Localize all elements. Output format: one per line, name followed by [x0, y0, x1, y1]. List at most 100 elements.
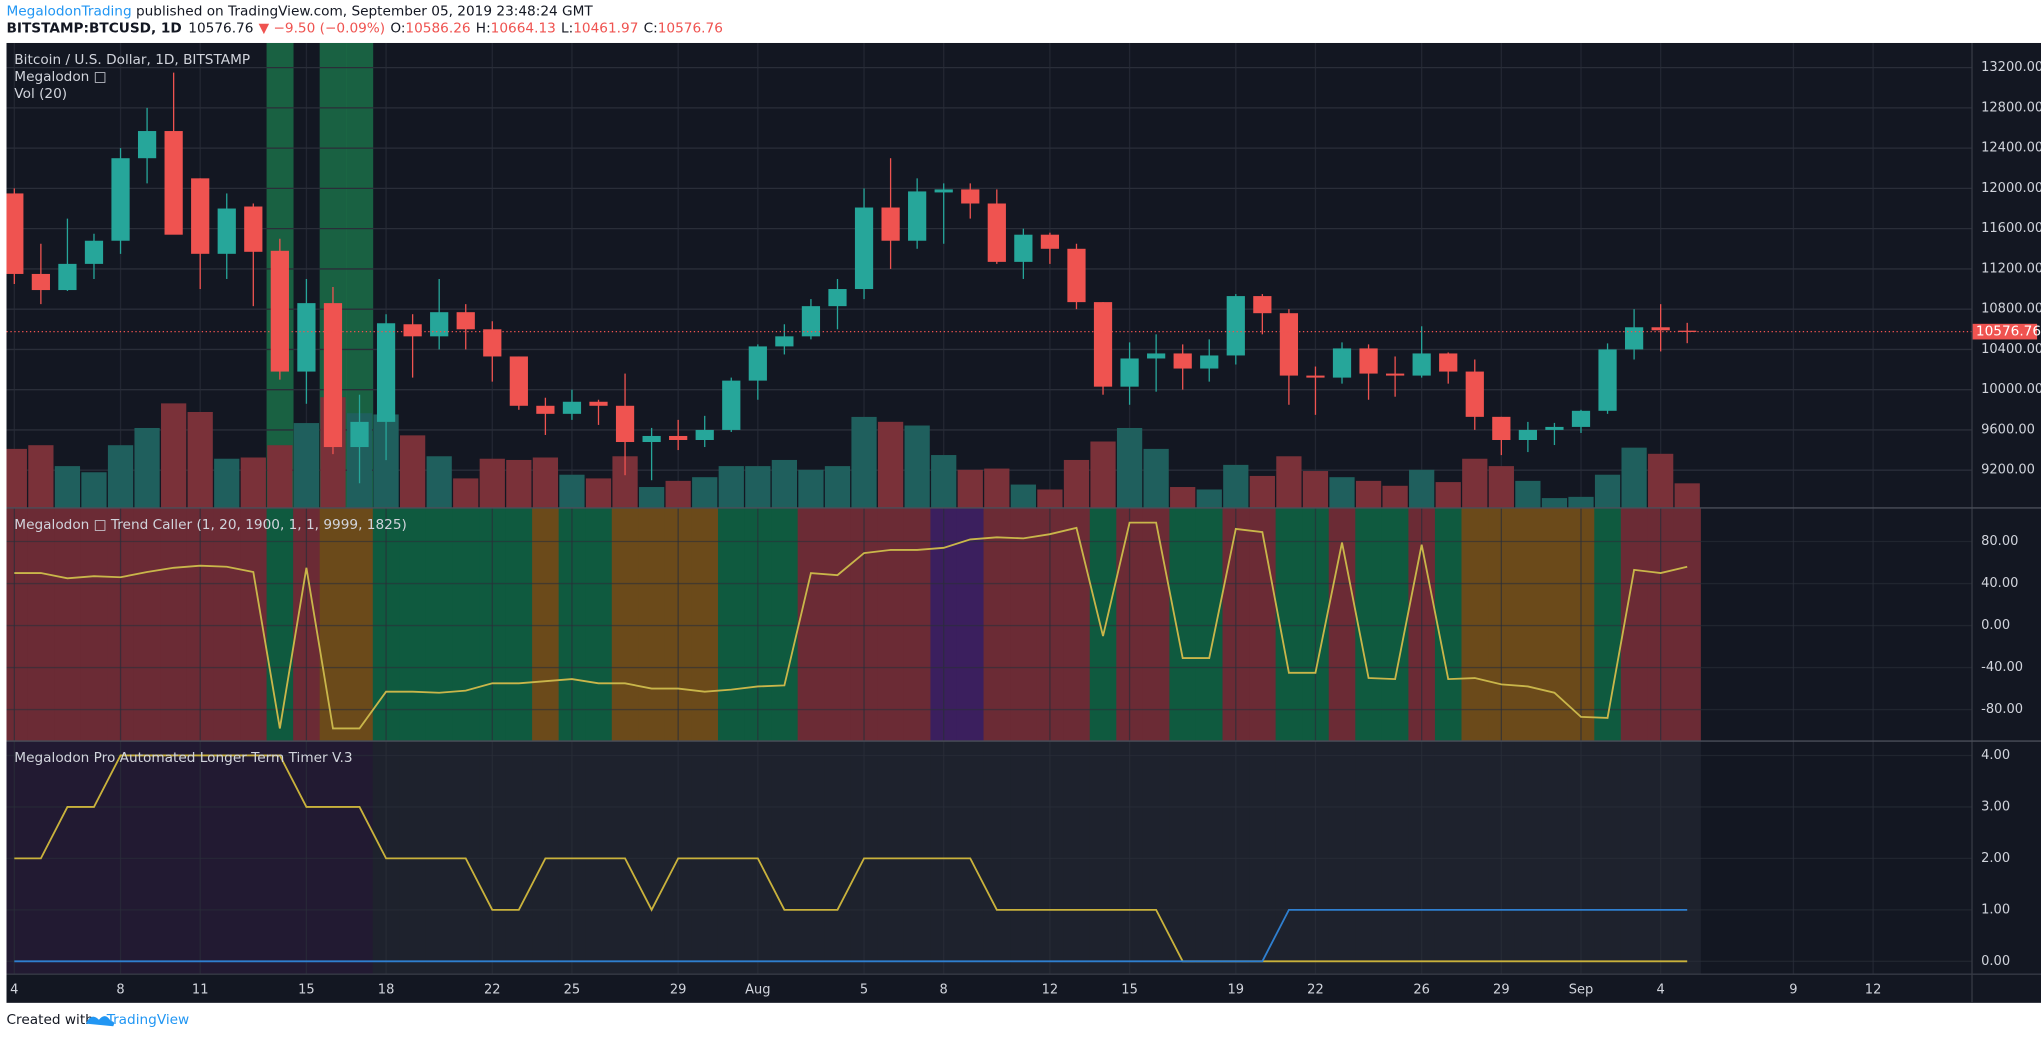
state-background — [1142, 741, 1170, 975]
state-background — [1063, 741, 1091, 975]
state-background — [717, 507, 745, 742]
y-tick-label: 12400.00 — [1981, 141, 2041, 156]
candle-body — [854, 207, 874, 290]
state-background — [532, 507, 560, 742]
volume-bar — [1329, 477, 1355, 508]
candle-body — [1624, 327, 1644, 350]
y-tick-label: 4.00 — [1981, 748, 2010, 763]
ohlc-value: 10461.97 — [573, 21, 638, 37]
volume-bar — [1090, 441, 1116, 508]
candle-body — [669, 435, 688, 440]
volume-bar — [1674, 483, 1700, 508]
state-background — [1063, 507, 1091, 742]
state-background — [1594, 507, 1622, 742]
y-tick-label: 3.00 — [1981, 799, 2010, 814]
footer-brand[interactable]: TradingView — [106, 1012, 189, 1028]
pane-title: Megalodon □ Trend Caller (1, 20, 1900, 1… — [14, 517, 407, 533]
y-tick-label: 10800.00 — [1981, 302, 2041, 317]
volume-bar — [1541, 498, 1568, 508]
volume-bar — [1488, 466, 1514, 508]
plot — [6, 42, 1973, 975]
volume-bar — [107, 445, 134, 508]
candle-body — [1492, 416, 1511, 440]
state-background — [1461, 741, 1489, 975]
candle-body — [1439, 353, 1458, 372]
volume-bar — [1435, 482, 1461, 508]
indicator-line — [14, 908, 1688, 963]
volume-bar — [6, 448, 27, 508]
volume-bar — [771, 459, 798, 508]
y-tick-label: 11600.00 — [1981, 221, 2041, 236]
volume-bar — [665, 480, 691, 508]
header-line: MegalodonTrading published on TradingVie… — [7, 4, 594, 20]
volume-bar — [1621, 447, 1647, 508]
state-background — [346, 507, 374, 742]
volume-bar — [453, 478, 479, 508]
candle-body — [934, 189, 953, 193]
state-background — [983, 507, 1011, 742]
x-tick-label: 25 — [564, 982, 581, 997]
candle-body — [748, 346, 767, 381]
y-tick-label: -40.00 — [1981, 660, 2023, 675]
state-background — [824, 507, 852, 742]
state-background — [1355, 507, 1383, 742]
candle-body — [961, 189, 980, 204]
state-background — [319, 507, 347, 742]
candle-body — [1412, 353, 1431, 376]
candle-body — [1253, 296, 1272, 314]
volume-bar — [134, 427, 160, 508]
y-tick-label: 10000.00 — [1981, 382, 2041, 397]
volume-bar — [745, 466, 771, 508]
volume-bar — [585, 478, 612, 508]
candle-body — [1465, 371, 1484, 417]
state-background — [505, 741, 533, 975]
y-tick-label: 40.00 — [1981, 576, 2018, 591]
state-background — [1514, 741, 1542, 975]
x-tick-label: 12 — [1042, 982, 1059, 997]
volume-bar — [426, 456, 452, 508]
x-tick-label: Aug — [745, 982, 770, 997]
ohlc-value: 10664.13 — [491, 21, 556, 37]
axes: 9200.00 9600.00 10000.00 10400.00 10800.00 11… — [10, 52, 2041, 997]
volume-bar — [1568, 496, 1594, 508]
x-tick-label: 15 — [1121, 982, 1138, 997]
candle-body — [1014, 234, 1033, 262]
y-tick-label: 2.00 — [1981, 851, 2010, 866]
x-tick-label: 8 — [116, 982, 124, 997]
candle-body — [1226, 296, 1245, 356]
volume-bar — [532, 457, 559, 508]
legend-text: Megalodon □ — [14, 69, 106, 85]
state-background — [1010, 741, 1038, 975]
ohlc-value: 10586.26 — [405, 21, 470, 37]
candle-body — [1120, 358, 1139, 387]
volume-bar — [506, 459, 532, 508]
volume-bar — [798, 469, 824, 508]
volume-bar — [28, 445, 54, 508]
indicator-line — [14, 521, 1688, 730]
candle-body — [1359, 348, 1378, 374]
candle-body — [6, 193, 24, 274]
last-price-box — [1972, 323, 2038, 340]
x-tick-label: 9 — [1789, 982, 1797, 997]
candle-body — [164, 131, 183, 235]
state-background — [1249, 741, 1277, 975]
publisher[interactable]: MegalodonTrading — [7, 4, 132, 20]
state-background — [691, 507, 719, 742]
state-background — [611, 507, 639, 742]
volume-bar — [1116, 427, 1143, 508]
change: ▼ −9.50 (−0.09%) — [259, 21, 385, 37]
candle-body — [908, 191, 927, 241]
state-background — [956, 507, 984, 742]
state-background — [1249, 507, 1277, 742]
state-background — [160, 507, 188, 742]
volume-bar — [1409, 469, 1435, 508]
ohlc-key: C: — [644, 21, 658, 37]
state-background — [585, 507, 613, 742]
y-tick-label: 13200.00 — [1981, 60, 2041, 75]
state-background — [1195, 741, 1223, 975]
state-background — [771, 507, 799, 742]
state-background — [399, 507, 427, 742]
volume-bar — [957, 469, 983, 508]
state-background — [240, 741, 267, 975]
